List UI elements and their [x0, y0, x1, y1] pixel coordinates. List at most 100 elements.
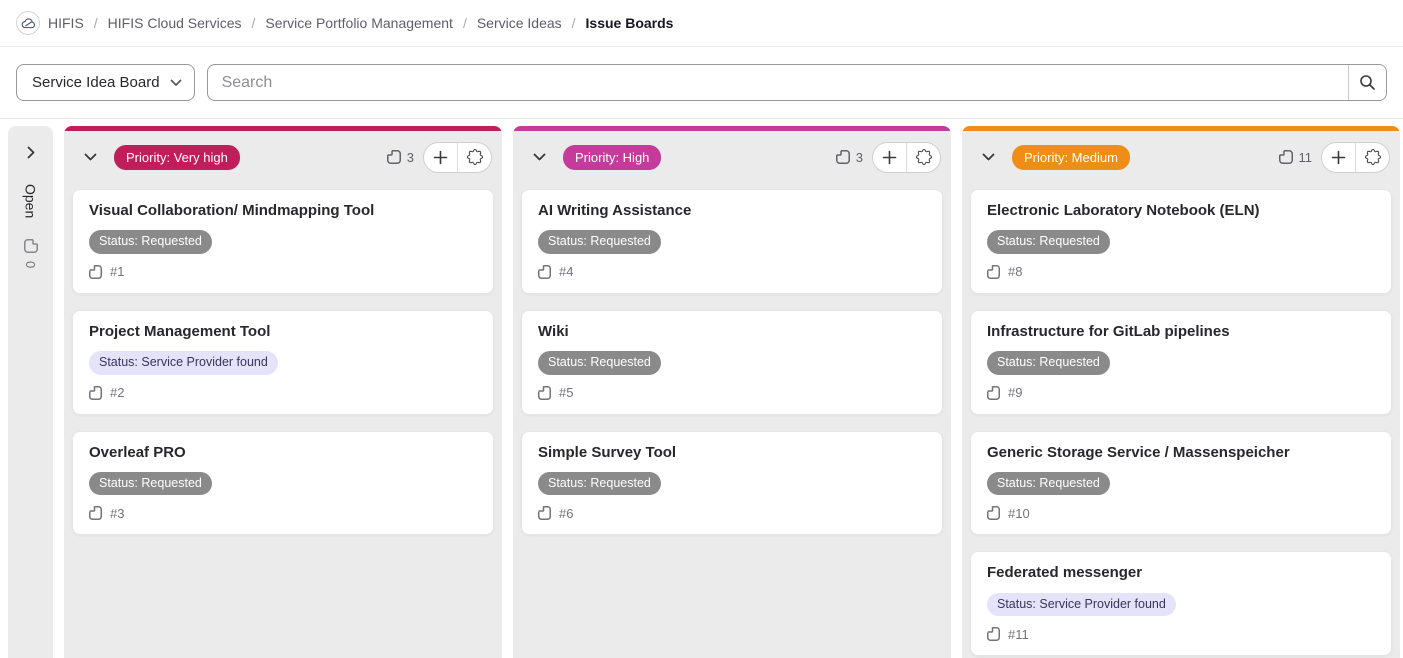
issue-icon — [538, 505, 551, 521]
card-title[interactable]: Overleaf PRO — [89, 443, 186, 461]
card-footer: #5 — [538, 385, 926, 401]
card-status-label[interactable]: Status: Requested — [538, 230, 661, 254]
chevron-down-icon — [170, 79, 182, 87]
issue-card[interactable]: Simple Survey Tool Status: Requested #6 — [521, 430, 943, 536]
issue-card[interactable]: Visual Collaboration/ Mindmapping Tool S… — [72, 189, 494, 294]
breadcrumb-separator: / — [462, 15, 467, 31]
card-title[interactable]: Electronic Laboratory Notebook (ELN) — [987, 202, 1260, 219]
card-footer: #2 — [89, 385, 477, 401]
add-issue-button[interactable] — [873, 143, 906, 172]
column-header-actions: 3 — [835, 141, 941, 173]
column-header-actions: 11 — [1278, 141, 1390, 173]
card-title[interactable]: Visual Collaboration/ Mindmapping Tool — [89, 202, 375, 219]
card-status-label[interactable]: Status: Requested — [89, 471, 212, 496]
column-settings-button[interactable] — [1356, 143, 1389, 172]
card-title[interactable]: Generic Storage Service / Massenspeicher — [987, 443, 1290, 461]
cloud-logo-icon — [21, 17, 36, 29]
issue-icon — [89, 505, 102, 521]
issues-icon — [23, 238, 39, 254]
column-header: Priority: High 3 — [513, 131, 951, 183]
card-ref: #10 — [1008, 505, 1030, 521]
issue-icon — [987, 264, 1000, 280]
card-title[interactable]: Federated messenger — [987, 564, 1143, 582]
card-status-label[interactable]: Status: Service Provider found — [89, 351, 278, 375]
card-status-label[interactable]: Status: Requested — [987, 471, 1110, 496]
card-footer: #3 — [89, 505, 477, 521]
issue-card[interactable]: Federated messenger Status: Service Prov… — [970, 551, 1392, 656]
expand-column-button[interactable] — [17, 138, 45, 166]
collapse-column-button[interactable] — [525, 143, 553, 171]
card-status-label[interactable]: Status: Requested — [89, 230, 212, 254]
card-title[interactable]: AI Writing Assistance — [538, 202, 692, 219]
plus-icon — [882, 150, 897, 165]
column-issue-count: 11 — [1298, 149, 1313, 165]
card-status-label[interactable]: Status: Requested — [987, 230, 1110, 254]
card-footer: #6 — [538, 505, 926, 521]
button-group-divider — [457, 142, 458, 172]
chevron-right-icon — [27, 146, 35, 159]
issue-card[interactable]: Generic Storage Service / Massenspeicher… — [970, 430, 1392, 536]
card-ref: #1 — [110, 264, 125, 280]
plus-icon — [433, 150, 448, 165]
search-button[interactable] — [1349, 65, 1386, 100]
card-footer: #11 — [987, 626, 1375, 642]
issue-card[interactable]: AI Writing Assistance Status: Requested … — [521, 189, 943, 294]
card-title[interactable]: Project Management Tool — [89, 322, 271, 340]
add-issue-button[interactable] — [1322, 143, 1355, 172]
card-title[interactable]: Wiki — [538, 322, 569, 340]
breadcrumb-separator: / — [571, 15, 576, 31]
card-ref: #5 — [559, 385, 574, 400]
card-status-label[interactable]: Status: Requested — [987, 351, 1110, 375]
breadcrumb-links: HIFIS / HIFIS Cloud Services / Service P… — [48, 15, 673, 31]
column-accent-bar — [64, 126, 502, 131]
issue-card[interactable]: Project Management Tool Status: Service … — [72, 309, 494, 415]
breadcrumb-item-hifis[interactable]: HIFIS — [48, 15, 84, 31]
card-footer: #4 — [538, 264, 926, 280]
breadcrumb-item-service-portfolio-management[interactable]: Service Portfolio Management — [265, 15, 453, 31]
project-avatar[interactable] — [16, 11, 40, 35]
magnifier-icon — [1359, 74, 1376, 91]
breadcrumb-item-service-ideas[interactable]: Service Ideas — [476, 15, 562, 31]
column-card-list: Electronic Laboratory Notebook (ELN) Sta… — [962, 183, 1400, 658]
issues-icon — [835, 149, 851, 165]
collapse-column-button[interactable] — [76, 143, 104, 171]
issue-card[interactable]: Overleaf PRO Status: Requested #3 — [72, 430, 494, 536]
board-search-control — [206, 64, 1387, 101]
card-ref: #6 — [559, 505, 574, 521]
column-label: Priority: High — [563, 144, 662, 170]
card-title[interactable]: Infrastructure for GitLab pipelines — [987, 322, 1230, 340]
board-switcher-dropdown[interactable]: Service Idea Board — [16, 64, 195, 101]
gear-icon — [915, 149, 932, 165]
column-card-list: Visual Collaboration/ Mindmapping Tool S… — [64, 183, 502, 658]
issue-icon — [89, 264, 102, 280]
card-status-label[interactable]: Status: Requested — [538, 471, 661, 496]
add-issue-button[interactable] — [424, 143, 457, 172]
breadcrumb-current-issue-boards: Issue Boards — [585, 15, 674, 31]
column-label: Priority: Medium — [1012, 144, 1130, 170]
chevron-down-icon — [84, 153, 97, 161]
breadcrumb-separator: / — [251, 15, 256, 31]
issues-icon — [386, 149, 402, 165]
board-columns: Priority: Very high 3 — [64, 126, 1400, 658]
issue-board: Open 0 Priority: Very high 3 — [0, 119, 1403, 658]
column-settings-button[interactable] — [458, 143, 491, 172]
gear-icon — [1364, 149, 1381, 165]
column-button-group — [872, 141, 941, 173]
collapse-column-button[interactable] — [974, 143, 1002, 171]
collapsed-column-open[interactable]: Open 0 — [8, 126, 53, 658]
issue-card[interactable]: Electronic Laboratory Notebook (ELN) Sta… — [970, 189, 1392, 294]
breadcrumb-separator: / — [93, 15, 98, 31]
issues-icon — [1278, 149, 1294, 165]
collapsed-column-title[interactable]: Open — [22, 184, 39, 219]
issue-card[interactable]: Wiki Status: Requested #5 — [521, 309, 943, 415]
column-header-actions: 3 — [386, 141, 492, 173]
card-status-label[interactable]: Status: Requested — [538, 351, 661, 375]
card-status-label[interactable]: Status: Service Provider found — [987, 592, 1176, 616]
issue-card[interactable]: Infrastructure for GitLab pipelines Stat… — [970, 309, 1392, 415]
card-title[interactable]: Simple Survey Tool — [538, 443, 677, 461]
search-input[interactable] — [207, 65, 1348, 100]
column-settings-button[interactable] — [907, 143, 940, 172]
breadcrumb-item-hifis-cloud-services[interactable]: HIFIS Cloud Services — [107, 15, 242, 31]
card-footer: #8 — [987, 264, 1375, 280]
search-divider — [1348, 65, 1349, 100]
